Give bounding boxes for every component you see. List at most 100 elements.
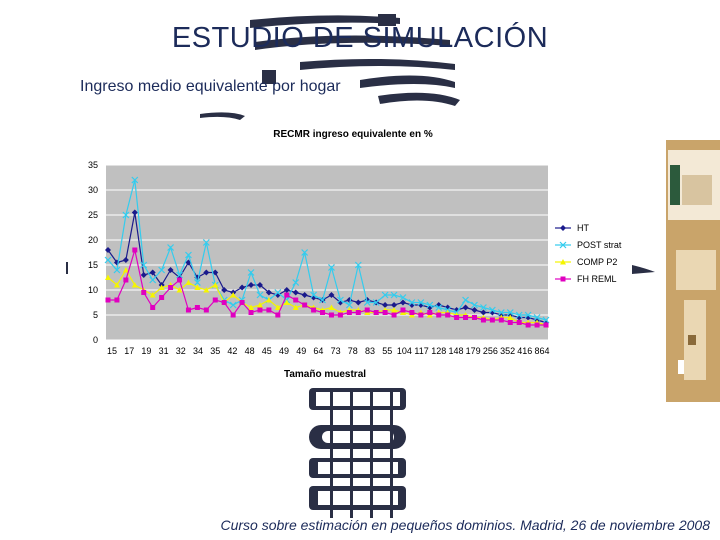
- comp-p2-point: [185, 279, 192, 285]
- y-tick-label: 5: [93, 310, 98, 320]
- legend-label: FH REML: [577, 274, 617, 284]
- ht-point: [212, 269, 219, 276]
- post-strat-point: [426, 301, 434, 309]
- fh-reml-point: [266, 307, 272, 313]
- ht-point: [328, 292, 335, 298]
- ht-point: [131, 209, 138, 216]
- x-tick-label: 73: [331, 346, 341, 356]
- fh-reml-point: [150, 305, 156, 310]
- x-tick-label: 352: [500, 346, 515, 356]
- post-strat-point: [292, 279, 300, 286]
- post-strat-point: [381, 291, 389, 299]
- fh-reml-point: [498, 317, 504, 323]
- x-tick-label: 34: [193, 346, 203, 356]
- vertical-calligraphy-ornament: [309, 388, 406, 518]
- fh-reml-point: [427, 310, 433, 315]
- ht-point: [462, 304, 469, 311]
- y-tick-label: 30: [88, 185, 98, 195]
- fh-reml-point: [507, 320, 513, 325]
- fh-reml-point: [543, 322, 549, 328]
- comp-p2-point: [265, 297, 272, 303]
- comp-p2-point: [283, 299, 290, 305]
- ht-point: [256, 282, 263, 288]
- comp-p2-point: [113, 282, 120, 288]
- post-strat-point: [345, 301, 353, 309]
- post-strat-point: [372, 299, 380, 306]
- x-tick-label: 19: [141, 346, 151, 356]
- x-axis-label: Tamaño muestral: [284, 369, 366, 380]
- x-tick-label: 49: [279, 346, 289, 356]
- fh-reml-point: [320, 310, 326, 315]
- x-tick-label: 104: [397, 346, 412, 356]
- post-strat-point: [328, 264, 335, 271]
- x-tick-label: 83: [365, 346, 375, 356]
- slide-subtitle: Ingreso medio equivalente por hogar: [80, 78, 341, 95]
- comp-p2-point: [194, 284, 201, 290]
- fh-reml-point: [248, 310, 254, 315]
- y-tick-label: 0: [93, 335, 98, 345]
- x-tick-label: 35: [210, 346, 220, 356]
- post-strat-point: [131, 176, 139, 184]
- legend-label: COMP P2: [577, 257, 617, 267]
- legend-label: POST strat: [577, 240, 622, 250]
- post-strat-point: [524, 311, 532, 319]
- post-strat-point: [354, 261, 362, 269]
- post-strat-point: [319, 296, 326, 304]
- ht-point: [239, 284, 246, 291]
- fh-reml-point: [409, 310, 415, 315]
- fh-reml-point: [177, 277, 183, 283]
- comp-p2-point: [105, 274, 111, 280]
- ht-point: [355, 299, 362, 306]
- ht-point: [265, 289, 272, 296]
- fh-reml-point: [203, 307, 209, 313]
- comp-p2-point: [391, 307, 398, 313]
- slide-title: ESTUDIO DE SIMULACIÓN: [171, 22, 549, 54]
- comp-p2-point: [149, 292, 156, 298]
- post-strat-point: [140, 261, 148, 269]
- comp-p2-point: [230, 292, 237, 298]
- fh-reml-point: [346, 310, 352, 315]
- legend-item-post-strat: POST strat: [555, 240, 622, 250]
- legend-comp-p2-point: [560, 259, 566, 265]
- post-strat-point: [185, 251, 192, 259]
- x-tick-label: 32: [176, 346, 186, 356]
- fh-reml-point: [463, 315, 469, 320]
- fh-reml-point: [284, 292, 290, 298]
- fh-reml-point: [123, 277, 129, 283]
- comp-p2-point: [131, 282, 138, 288]
- post-strat-point: [229, 301, 237, 309]
- x-tick-label: 17: [124, 346, 134, 356]
- fh-reml-point: [382, 310, 388, 315]
- ht-point: [292, 289, 299, 296]
- comp-p2-point: [256, 302, 263, 308]
- comp-p2-point: [212, 282, 219, 288]
- post-strat-point: [542, 316, 550, 324]
- x-tick-label: 55: [382, 346, 392, 356]
- y-tick-label: 15: [88, 260, 98, 270]
- legend: HT POST strat COMP P2 FH REML: [555, 223, 622, 284]
- x-tick-label: 78: [348, 346, 358, 356]
- fh-reml-point: [293, 297, 299, 303]
- y-tick-label: 10: [88, 285, 98, 295]
- fh-reml-point: [168, 285, 174, 290]
- post-strat-point: [363, 299, 371, 306]
- post-strat-point: [417, 299, 425, 306]
- x-tick-label: 64: [313, 346, 323, 356]
- x-tick-label: 45: [262, 346, 272, 356]
- y-tick-label: 35: [88, 160, 98, 170]
- fh-reml-point: [230, 312, 236, 318]
- fh-reml-point: [436, 312, 442, 318]
- fh-reml-point: [194, 305, 200, 310]
- ht-point: [122, 257, 129, 263]
- fh-reml-point: [489, 317, 495, 323]
- post-strat-point: [149, 276, 157, 284]
- fh-reml-point: [114, 297, 120, 303]
- fh-reml-point: [400, 307, 406, 313]
- post-strat-point: [158, 266, 166, 274]
- post-strat-point: [497, 309, 505, 316]
- x-tick-label: 416: [517, 346, 532, 356]
- post-strat-point: [122, 211, 130, 219]
- fh-reml-point: [454, 315, 460, 320]
- ht-point: [283, 287, 290, 293]
- post-strat-point: [399, 294, 407, 301]
